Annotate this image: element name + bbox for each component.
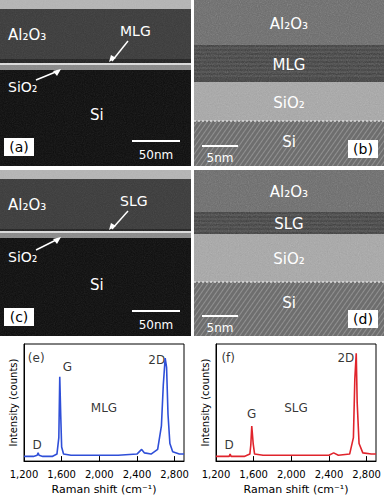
svg-text:50nm: 50nm xyxy=(139,318,174,332)
svg-text:MLG: MLG xyxy=(120,23,151,39)
svg-text:G: G xyxy=(63,360,72,374)
svg-text:SLG: SLG xyxy=(284,401,308,415)
svg-text:Raman shift (cm⁻¹): Raman shift (cm⁻¹) xyxy=(244,483,349,496)
svg-text:Intensity (counts): Intensity (counts) xyxy=(8,358,19,446)
svg-text:SiO₂: SiO₂ xyxy=(8,79,37,95)
svg-text:(b): (b) xyxy=(353,141,373,157)
svg-text:2D: 2D xyxy=(148,353,165,367)
svg-text:2,000: 2,000 xyxy=(85,469,114,480)
svg-text:(c): (c) xyxy=(10,309,29,325)
svg-text:2,800: 2,800 xyxy=(160,469,189,480)
svg-text:(a): (a) xyxy=(9,139,29,155)
svg-text:Al₂O₃: Al₂O₃ xyxy=(270,183,308,201)
svg-text:2D: 2D xyxy=(337,351,354,365)
svg-text:SiO₂: SiO₂ xyxy=(8,249,37,265)
svg-text:SLG: SLG xyxy=(120,193,148,209)
svg-text:Al₂O₃: Al₂O₃ xyxy=(8,26,46,44)
svg-text:5nm: 5nm xyxy=(207,321,234,335)
svg-text:MLG: MLG xyxy=(273,56,306,74)
svg-text:SiO₂: SiO₂ xyxy=(273,94,305,112)
svg-text:50nm: 50nm xyxy=(139,148,174,162)
svg-text:Si: Si xyxy=(282,294,296,312)
svg-text:Raman shift (cm⁻¹): Raman shift (cm⁻¹) xyxy=(52,483,157,496)
svg-text:(f): (f) xyxy=(221,351,235,365)
svg-text:1,200: 1,200 xyxy=(202,469,231,480)
svg-text:1,600: 1,600 xyxy=(47,469,76,480)
svg-text:SiO₂: SiO₂ xyxy=(273,250,305,268)
svg-text:2,400: 2,400 xyxy=(123,469,152,480)
svg-text:MLG: MLG xyxy=(91,401,117,415)
svg-text:(d): (d) xyxy=(353,311,373,327)
svg-text:G: G xyxy=(247,407,256,421)
svg-text:5nm: 5nm xyxy=(207,151,234,165)
svg-text:1,600: 1,600 xyxy=(239,469,268,480)
svg-text:Si: Si xyxy=(90,276,104,294)
svg-text:SLG: SLG xyxy=(274,215,304,233)
svg-text:1,200: 1,200 xyxy=(10,469,39,480)
svg-text:(e): (e) xyxy=(28,351,45,365)
svg-text:Si: Si xyxy=(282,133,296,151)
svg-text:Al₂O₃: Al₂O₃ xyxy=(8,196,46,214)
svg-text:D: D xyxy=(33,438,42,452)
svg-text:2,400: 2,400 xyxy=(315,469,344,480)
svg-text:Si: Si xyxy=(90,106,104,124)
svg-text:Intensity (counts): Intensity (counts) xyxy=(200,358,211,446)
svg-text:2,000: 2,000 xyxy=(277,469,306,480)
svg-text:D: D xyxy=(225,438,234,452)
svg-text:2,800: 2,800 xyxy=(352,469,381,480)
svg-text:Al₂O₃: Al₂O₃ xyxy=(270,15,308,33)
